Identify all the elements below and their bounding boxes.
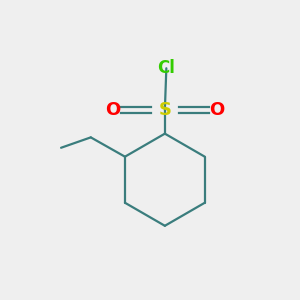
- Text: O: O: [105, 101, 121, 119]
- Text: O: O: [209, 101, 224, 119]
- Text: Cl: Cl: [158, 59, 175, 77]
- Text: S: S: [158, 101, 171, 119]
